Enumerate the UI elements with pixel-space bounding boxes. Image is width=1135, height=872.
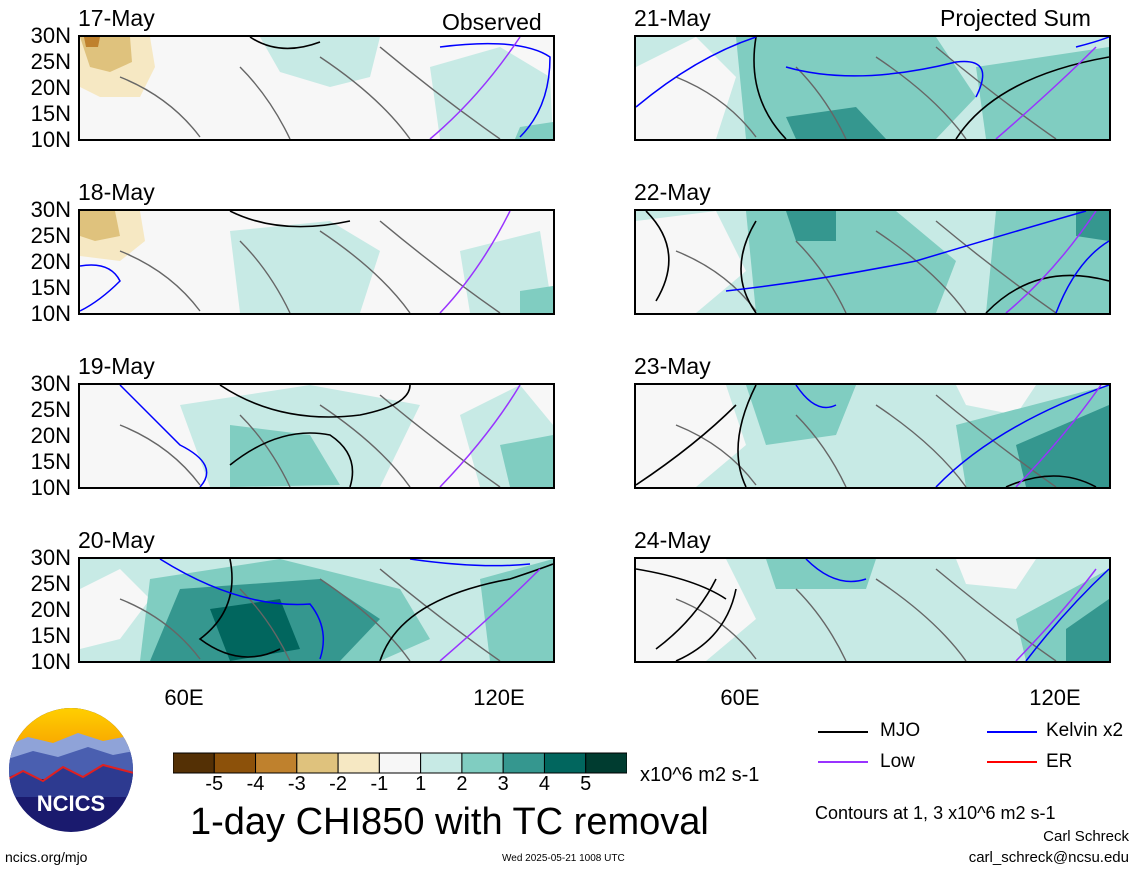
lon-label-60e-right: 60E — [720, 685, 760, 710]
map-panel-2 — [78, 209, 555, 315]
map-panel-7 — [634, 383, 1111, 489]
lat-label: 30N — [30, 23, 71, 48]
lon-label-120e-right: 120E — [1029, 685, 1081, 710]
legend-label-er: ER — [1046, 751, 1073, 772]
colorbar-tick-label: -3 — [287, 773, 306, 795]
map-panel-6 — [634, 209, 1111, 315]
author-email: carl_schreck@ncsu.edu — [968, 849, 1129, 866]
colorbar-tick-label: 5 — [580, 773, 592, 795]
panel-tag-projected: Projected Sum — [940, 5, 1091, 31]
legend-label-mjo: MJO — [880, 720, 921, 741]
panel-date-6: 22-May — [634, 179, 711, 205]
lat-label: 20N — [30, 423, 71, 448]
colorbar-swatch — [296, 752, 339, 774]
map-field — [636, 37, 1109, 139]
ncics-logo: NCICS — [8, 707, 134, 833]
map-field — [80, 211, 553, 313]
logo-text: NCICS — [37, 791, 105, 816]
map-panel-8 — [634, 557, 1111, 663]
lat-label: 25N — [30, 571, 71, 596]
colorbar — [173, 752, 627, 774]
colorbar-swatch — [337, 752, 380, 774]
lat-label: 30N — [30, 371, 71, 396]
lat-label: 10N — [30, 127, 71, 152]
panel-date-7: 23-May — [634, 353, 711, 379]
panel-date-1: 17-May — [78, 5, 155, 31]
colorbar-tick-label: -2 — [329, 773, 347, 795]
figure-title: 1-day CHI850 with TC removal — [190, 801, 709, 843]
panel-date-8: 24-May — [634, 527, 711, 553]
lat-label: 30N — [30, 197, 71, 222]
legend-line-er — [987, 761, 1037, 763]
map-field — [80, 385, 553, 487]
legend-line-low — [818, 761, 868, 763]
colorbar-tick-label: 4 — [538, 773, 551, 795]
lat-label: 15N — [30, 449, 71, 474]
colorbar-swatch — [420, 752, 463, 774]
panel-date-2: 18-May — [78, 179, 155, 205]
panel-date-3: 19-May — [78, 353, 155, 379]
lat-label: 10N — [30, 475, 71, 500]
map-field — [80, 37, 553, 139]
colorbar-swatch — [543, 752, 587, 774]
lat-label: 20N — [30, 249, 71, 274]
lon-label-60e-left: 60E — [164, 685, 204, 710]
panel-tag-observed: Observed — [442, 9, 542, 35]
colorbar-swatch — [213, 752, 257, 774]
legend-label-kelvin: Kelvin x2 — [1046, 720, 1124, 741]
lat-label: 10N — [30, 301, 71, 326]
lon-label-120e-left: 120E — [473, 685, 525, 710]
lat-label: 25N — [30, 223, 71, 248]
colorbar-units: x10^6 m2 s-1 — [640, 764, 760, 786]
map-field — [80, 559, 553, 661]
colorbar-tick-label: 1 — [415, 773, 427, 795]
map-field — [636, 211, 1109, 313]
colorbar-tick-label: -4 — [246, 773, 265, 795]
map-panel-1 — [78, 35, 555, 141]
lat-label: 25N — [30, 397, 71, 422]
colorbar-tick-label: 2 — [456, 773, 468, 795]
lat-label: 10N — [30, 649, 71, 674]
map-panel-4 — [78, 557, 555, 663]
lat-label: 20N — [30, 597, 71, 622]
colorbar-swatch — [173, 752, 215, 774]
colorbar-swatch — [585, 752, 627, 774]
lat-label: 15N — [30, 101, 71, 126]
colorbar-swatch — [255, 752, 298, 774]
lat-label: 30N — [30, 545, 71, 570]
panel-date-5: 21-May — [634, 5, 711, 31]
map-field — [636, 559, 1109, 661]
colorbar-tick-label: -1 — [370, 773, 389, 795]
site-url: ncics.org/mjo — [5, 849, 88, 865]
lat-label: 15N — [30, 275, 71, 300]
map-panel-3 — [78, 383, 555, 489]
legend-line-mjo — [818, 731, 868, 733]
legend-label-low: Low — [880, 751, 915, 772]
legend-line-kelvin — [987, 731, 1037, 733]
timestamp: Wed 2025-05-21 1008 UTC — [502, 853, 625, 864]
colorbar-swatch — [378, 752, 422, 774]
lat-label: 20N — [30, 75, 71, 100]
author: Carl Schreck — [1043, 828, 1129, 845]
map-panel-5 — [634, 35, 1111, 141]
contour-note: Contours at 1, 3 x10^6 m2 s-1 — [815, 803, 1056, 823]
colorbar-swatch — [502, 752, 545, 774]
colorbar-swatch — [461, 752, 504, 774]
colorbar-tick-label: 3 — [497, 773, 509, 795]
ncics-logo-icon: NCICS — [9, 708, 133, 832]
lat-label: 15N — [30, 623, 71, 648]
colorbar-tick-label: -5 — [205, 773, 224, 795]
panel-date-4: 20-May — [78, 527, 155, 553]
map-field — [636, 385, 1109, 487]
lat-label: 25N — [30, 49, 71, 74]
